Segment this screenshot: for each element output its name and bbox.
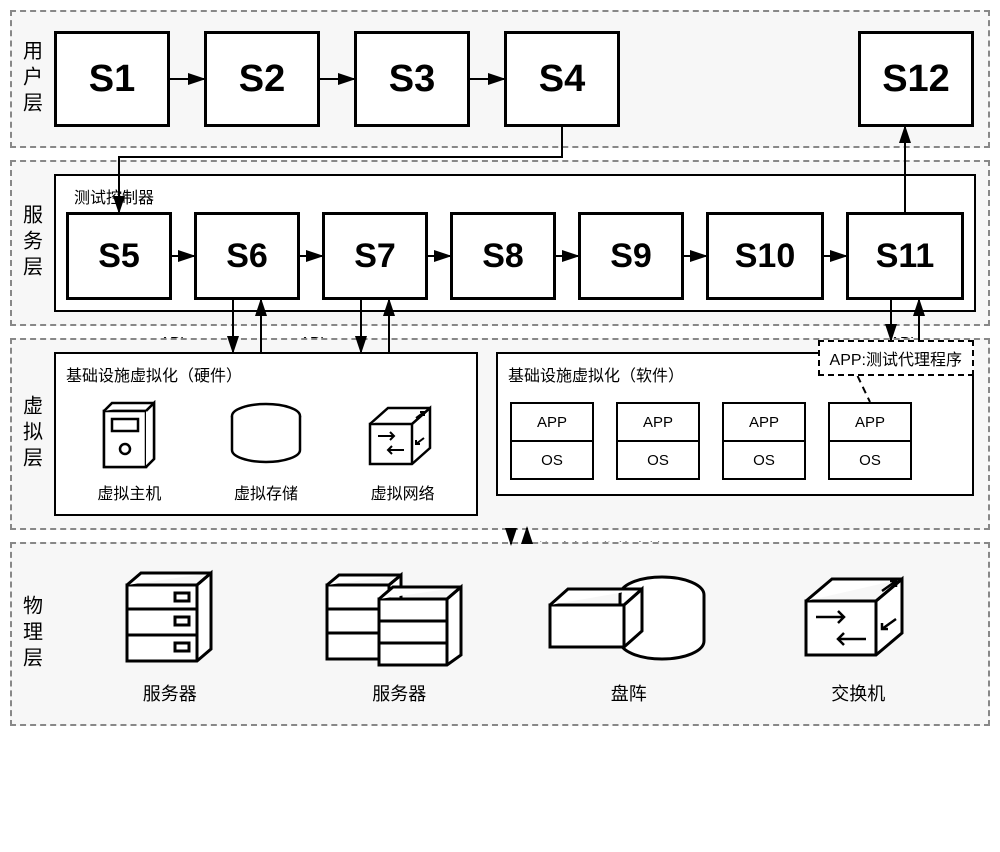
- step-s5: S5: [66, 212, 172, 300]
- physical-layer: 物理层: [10, 542, 990, 726]
- service-layer-label: 服务层: [12, 162, 50, 324]
- vm-os-label: OS: [830, 442, 910, 478]
- step-s9: S9: [578, 212, 684, 300]
- user-layer-label: 用户层: [12, 12, 50, 146]
- virtual-network-icon: [348, 396, 458, 474]
- service-layer: 服务层 测试控制器 S5 S6 S7 S8 S9 S10 S11: [10, 160, 990, 326]
- virtual-network-label: 虚拟网络: [348, 480, 458, 504]
- vm-app-label: APP: [724, 404, 804, 442]
- physical-server2-item: 服务器: [294, 562, 506, 706]
- physical-server1-label: 服务器: [64, 680, 276, 706]
- server-cluster-icon: [294, 562, 506, 672]
- physical-array-item: 盘阵: [523, 562, 735, 706]
- virtual-hw-title: 基础设施虚拟化（硬件）: [66, 362, 466, 386]
- step-s2: S2: [204, 31, 320, 127]
- virtual-hw-panel: 基础设施虚拟化（硬件）: [54, 352, 478, 516]
- virtual-network-item: 虚拟网络: [348, 396, 458, 504]
- physical-switch-item: 交换机: [753, 562, 965, 706]
- vm-app-label: APP: [618, 404, 698, 442]
- vm-box: APP OS: [828, 402, 912, 480]
- step-s10: S10: [706, 212, 824, 300]
- step-s7: S7: [322, 212, 428, 300]
- step-s12: S12: [858, 31, 974, 127]
- disk-array-icon: [523, 562, 735, 672]
- test-controller-panel: 测试控制器 S5 S6 S7 S8 S9 S10 S11: [54, 174, 976, 312]
- virtual-host-item: 虚拟主机: [74, 396, 184, 504]
- server-icon: [64, 562, 276, 672]
- vm-box: APP OS: [510, 402, 594, 480]
- vm-app-label: APP: [830, 404, 910, 442]
- virtual-host-icon: [74, 396, 184, 474]
- physical-switch-label: 交换机: [753, 680, 965, 706]
- virtual-storage-label: 虚拟存储: [211, 480, 321, 504]
- virtual-sw-panel: APP:测试代理程序 基础设施虚拟化（软件） APP OS APP OS APP: [496, 352, 974, 496]
- virtual-host-label: 虚拟主机: [74, 480, 184, 504]
- switch-icon: [753, 562, 965, 672]
- vm-app-label: APP: [512, 404, 592, 442]
- virtual-layer: 虚拟层 基础设施虚拟化（硬件）: [10, 338, 990, 530]
- physical-server2-label: 服务器: [294, 680, 506, 706]
- vm-os-label: OS: [512, 442, 592, 478]
- virtual-storage-icon: [211, 396, 321, 474]
- vm-box: APP OS: [722, 402, 806, 480]
- physical-server1-item: 服务器: [64, 562, 276, 706]
- step-s8: S8: [450, 212, 556, 300]
- test-controller-title: 测试控制器: [74, 184, 964, 208]
- vm-os-label: OS: [618, 442, 698, 478]
- step-s11: S11: [846, 212, 964, 300]
- app-callout: APP:测试代理程序: [818, 340, 974, 376]
- step-s4: S4: [504, 31, 620, 127]
- step-s1: S1: [54, 31, 170, 127]
- user-layer: 用户层 S1 S2 S3 S4 S12: [10, 10, 990, 148]
- physical-layer-label: 物理层: [12, 544, 50, 724]
- vm-box: APP OS: [616, 402, 700, 480]
- virtual-storage-item: 虚拟存储: [211, 396, 321, 504]
- step-s3: S3: [354, 31, 470, 127]
- physical-array-label: 盘阵: [523, 680, 735, 706]
- virtual-layer-label: 虚拟层: [12, 340, 50, 528]
- vm-os-label: OS: [724, 442, 804, 478]
- step-s6: S6: [194, 212, 300, 300]
